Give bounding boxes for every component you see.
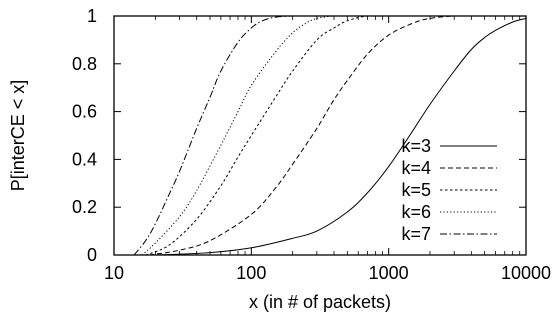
y-tick-label: 0.2 (72, 197, 97, 217)
x-axis-label: x (in # of packets) (249, 292, 391, 312)
axis-ticks: 10 100 1000 10000 0 0.2 0.4 0.6 0.8 1 (72, 6, 551, 283)
x-tick-label: 100 (236, 263, 266, 283)
y-tick-label: 0 (87, 245, 97, 265)
y-tick-label: 0.4 (72, 149, 97, 169)
x-tick-label: 10000 (501, 263, 551, 283)
x-tick-label: 1000 (369, 263, 409, 283)
series-line-k=4 (149, 15, 526, 256)
series-line-k=6 (141, 15, 526, 256)
legend-label: k=5 (401, 180, 431, 200)
legend-label: k=6 (401, 202, 431, 222)
y-tick-label: 0.8 (72, 54, 97, 74)
y-tick-label: 0.6 (72, 102, 97, 122)
legend-label: k=3 (401, 136, 431, 156)
series-line-k=3 (155, 17, 527, 256)
plot-frame (113, 15, 527, 256)
legend-label: k=7 (401, 224, 431, 244)
y-axis-label: P[interCE < x] (8, 80, 28, 192)
x-tick-label: 10 (104, 263, 124, 283)
series-lines (133, 15, 527, 256)
legend-label: k=4 (401, 158, 431, 178)
y-tick-label: 1 (87, 6, 97, 26)
legend: k=3k=4k=5k=6k=7 (401, 136, 497, 244)
series-line-k=5 (145, 15, 526, 256)
series-line-k=7 (133, 15, 526, 256)
